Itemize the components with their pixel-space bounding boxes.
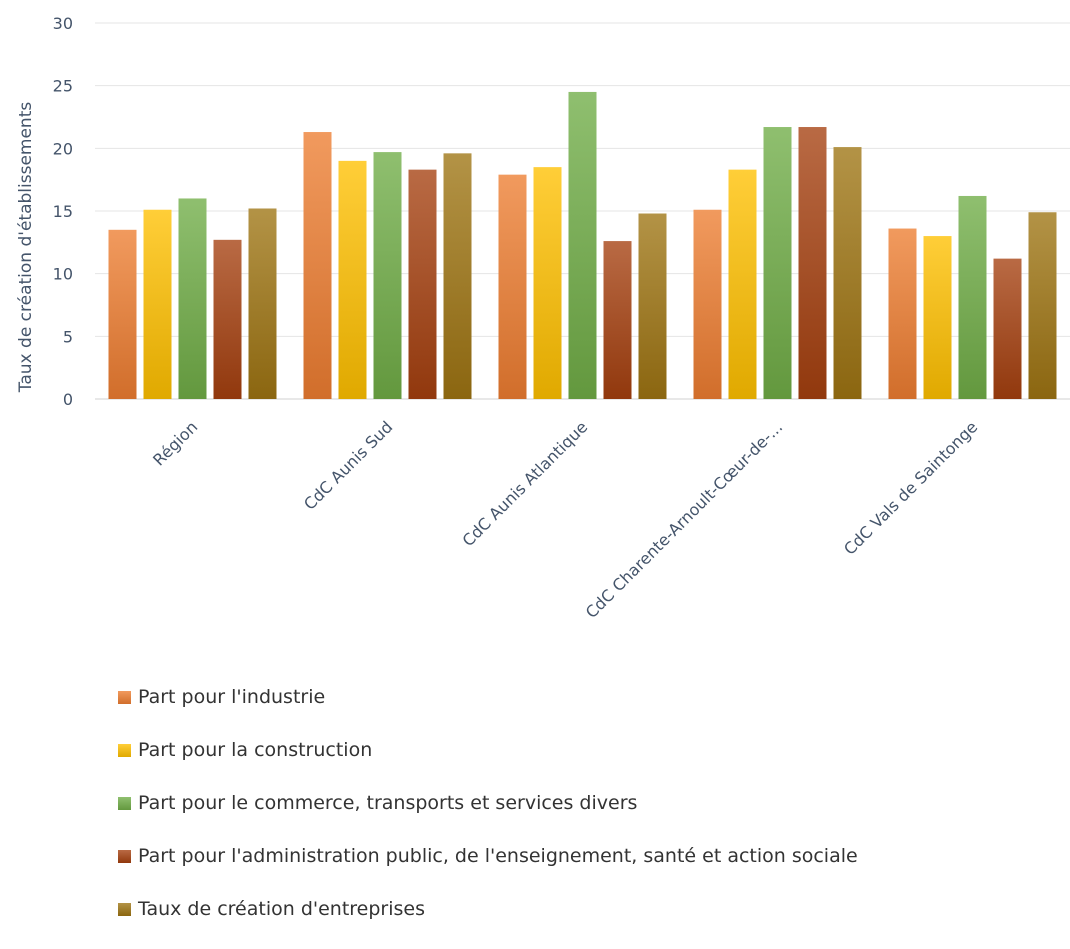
legend-item: Part pour l'industrie [118,684,1058,710]
legend-item: Part pour l'administration public, de l'… [118,843,1058,869]
bar [993,258,1022,399]
x-category-label: CdC Aunis Sud [300,417,396,513]
y-tick-label: 30 [53,14,73,33]
legend-label: Part pour le commerce, transports et ser… [138,792,638,814]
bar [213,239,242,399]
y-tick-label: 0 [63,390,73,409]
legend-swatch [118,902,131,916]
bar [248,208,277,399]
legend-label: Taux de création d'entreprises [138,898,426,920]
legend-swatch [118,796,131,810]
y-axis-title: Taux de création d'établissements [16,102,36,394]
bar [373,152,402,399]
y-tick-label: 10 [53,265,73,284]
y-tick-label: 20 [53,139,73,158]
bar [693,209,722,399]
x-axis-category-labels: Région CdC Aunis Sud CdC Aunis AtlantiqueC… [149,417,981,622]
bar [408,169,437,399]
bar [958,195,987,399]
bar [798,127,827,399]
bar [888,228,917,399]
legend-label: Part pour la construction [138,739,373,761]
x-category-label: Région [149,417,201,469]
bar [568,91,597,399]
y-tick-label: 5 [63,327,73,346]
bar-chart: 0 5 10 15 20 25 30 Région CdC Aunis Sud CdC Auni… [16,14,1070,622]
bar [303,132,332,400]
legend-swatch [118,849,131,863]
bar [1028,212,1057,399]
legend-item: Taux de création d'entreprises [118,896,1058,922]
bar [108,229,137,399]
legend-label: Part pour l'administration public, de l'… [138,845,858,867]
bars [108,91,1057,400]
y-tick-label: 25 [53,77,73,96]
bar [178,198,207,399]
legend-item: Part pour la construction [118,737,1058,763]
legend-swatch [118,690,131,704]
legend-item: Part pour le commerce, transports et ser… [118,790,1058,816]
bar [603,241,632,399]
bar [443,153,472,399]
x-category-label: CdC Vals de Saintonge [840,417,981,558]
x-category-label: CdC Aunis Atlantique [458,417,591,550]
legend-label: Part pour l'industrie [138,686,326,708]
bar [833,147,862,399]
x-category-label: CdC Charente-Arnoult-Cœur-de-... [582,417,787,622]
y-tick-label: 15 [53,202,73,221]
bar [728,169,757,399]
bar [338,160,367,399]
bar [763,127,792,399]
legend-swatch [118,743,131,757]
legend: Part pour l'industrie Part pour la constr… [118,684,1058,949]
bar [498,174,527,399]
bar [638,213,667,399]
bar [923,236,952,399]
y-axis-ticks: 0 5 10 15 20 25 30 [53,14,73,409]
bar [533,167,562,399]
bar [143,209,172,399]
